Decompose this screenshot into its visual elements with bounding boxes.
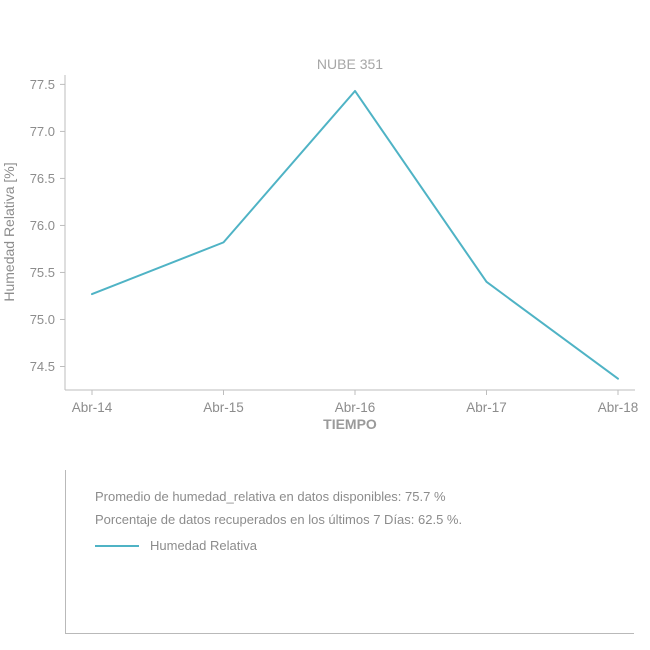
x-tick-label: Abr-18 [598,400,639,415]
x-tick-label: Abr-17 [466,400,507,415]
summary-average-line: Promedio de humedad_relativa en datos di… [95,489,446,504]
x-tick-label: Abr-14 [72,400,113,415]
chart-title: NUBE 351 [317,56,383,72]
y-tick-label: 77.5 [30,77,55,92]
summary-panel: Promedio de humedad_relativa en datos di… [65,470,634,634]
humidity-chart-container: NUBE 351 Humedad Relativa [%] TIEMPO 74.… [1,56,639,432]
y-tick-label: 76.0 [30,218,55,233]
x-tick-label: Abr-15 [203,400,244,415]
humidity-line-chart: NUBE 351 Humedad Relativa [%] TIEMPO 74.… [1,56,639,432]
x-axis-label: TIEMPO [323,416,377,432]
y-tick-label: 75.5 [30,265,55,280]
y-tick-label: 74.5 [30,359,55,374]
x-tick-label: Abr-16 [335,400,376,415]
legend-line-icon [95,544,139,547]
plot-area: 74.5 75.0 75.5 76.0 76.5 77.0 77.5 Abr-14 Abr-15… [30,75,639,415]
y-tick-label: 77.0 [30,124,55,139]
summary-recovery-line: Porcentaje de datos recuperados en los ú… [95,512,463,527]
y-tick-label: 75.0 [30,312,55,327]
legend-label: Humedad Relativa [150,538,257,553]
y-axis-label: Humedad Relativa [%] [1,162,17,301]
legend-item: Humedad Relativa [95,534,634,557]
y-tick-label: 76.5 [30,171,55,186]
humidity-series-line [91,89,619,380]
